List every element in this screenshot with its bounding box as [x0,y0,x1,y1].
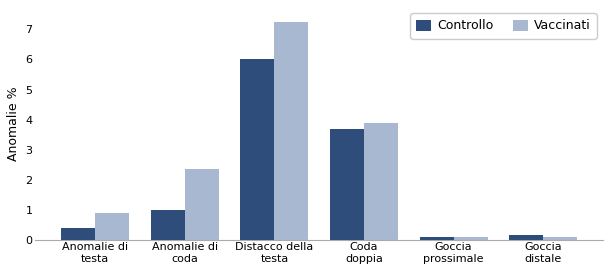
Bar [330,128,364,240]
Bar [240,60,274,240]
Bar [95,213,129,240]
Bar [185,169,219,240]
Legend: Controllo, Vaccinati: Controllo, Vaccinati [410,13,597,39]
Bar [544,237,577,240]
Bar [151,210,185,240]
Bar [509,235,544,240]
Bar [420,237,454,240]
Bar [274,22,309,240]
Bar [364,122,398,240]
Bar [454,237,487,240]
Bar [61,228,95,240]
Y-axis label: Anomalie %: Anomalie % [7,86,20,161]
